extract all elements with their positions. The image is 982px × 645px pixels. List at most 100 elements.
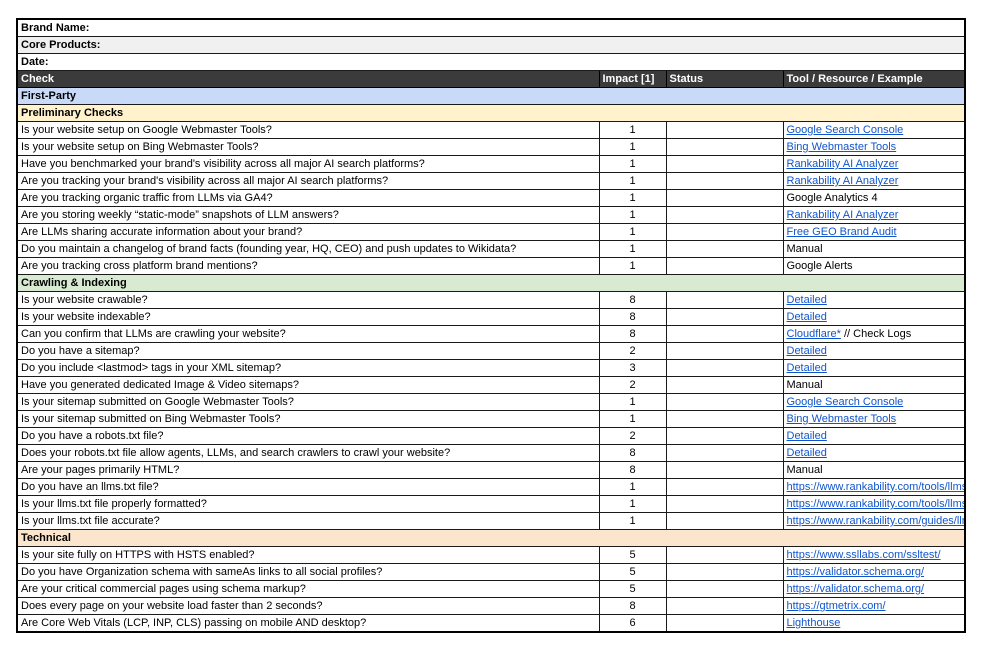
section-row-technical: Technical (16, 529, 966, 547)
check-question-cell: Can you confirm that LLMs are crawling y… (16, 325, 600, 343)
check-question-cell: Are Core Web Vitals (LCP, INP, CLS) pass… (16, 614, 600, 633)
status-cell (665, 393, 784, 411)
check-question-cell: Are your pages primarily HTML? (16, 461, 600, 479)
tool-cell: Detailed (782, 308, 966, 326)
status-cell (665, 121, 784, 139)
status-cell (665, 461, 784, 479)
check-row: Is your website setup on Bing Webmaster … (16, 138, 966, 156)
status-cell (665, 427, 784, 445)
check-question-cell: Is your sitemap submitted on Bing Webmas… (16, 410, 600, 428)
tool-link[interactable]: Detailed (786, 345, 827, 357)
tool-cell: Rankability AI Analyzer (782, 172, 966, 190)
check-question-cell: Is your sitemap submitted on Google Webm… (16, 393, 600, 411)
check-row: Can you confirm that LLMs are crawling y… (16, 325, 966, 343)
check-question-cell: Is your site fully on HTTPS with HSTS en… (16, 546, 600, 564)
tool-cell: https://gtmetrix.com/ (782, 597, 966, 615)
tool-cell: Google Analytics 4 (782, 189, 966, 207)
impact-value-cell: 1 (598, 257, 667, 275)
tool-link[interactable]: https://validator.schema.org/ (786, 566, 925, 578)
check-row: Are your critical commercial pages using… (16, 580, 966, 598)
tool-cell: Lighthouse (782, 614, 966, 633)
status-cell (665, 206, 784, 224)
check-row: Is your sitemap submitted on Google Webm… (16, 393, 966, 411)
impact-value-cell: 1 (598, 138, 667, 156)
check-row: Do you maintain a changelog of brand fac… (16, 240, 966, 258)
spreadsheet-page: Brand Name: Core Products: Date: Check Impac… (16, 18, 967, 633)
info-label-core-products: Core Products: (16, 36, 966, 54)
tool-link[interactable]: https://gtmetrix.com/ (786, 600, 886, 612)
tool-link[interactable]: Detailed (786, 362, 827, 374)
impact-value-cell: 3 (598, 359, 667, 377)
tool-cell: Rankability AI Analyzer (782, 155, 966, 173)
status-cell (665, 308, 784, 326)
tool-link[interactable]: Lighthouse (786, 617, 841, 629)
tool-cell: Rankability AI Analyzer (782, 206, 966, 224)
tool-link[interactable]: Rankability AI Analyzer (786, 158, 899, 170)
section-title-first-party: First-Party (16, 87, 966, 105)
check-row: Do you have an llms.txt file? 1 https://ww… (16, 478, 966, 496)
status-cell (665, 597, 784, 615)
tool-text: Manual (786, 243, 823, 255)
impact-value-cell: 1 (598, 393, 667, 411)
tool-text: Manual (786, 379, 823, 391)
check-question-cell: Do you have Organization schema with sam… (16, 563, 600, 581)
column-header-tool: Tool / Resource / Example (782, 70, 966, 88)
check-row: Are you tracking cross platform brand me… (16, 257, 966, 275)
tool-link[interactable]: Detailed (786, 294, 827, 306)
tool-link[interactable]: https://validator.schema.org/ (786, 583, 925, 595)
tool-cell: https://validator.schema.org/ (782, 563, 966, 581)
status-cell (665, 189, 784, 207)
tool-link[interactable]: https://www.rankability.com/tools/llms-g… (786, 481, 966, 493)
tool-link[interactable]: Bing Webmaster Tools (786, 413, 897, 425)
impact-value-cell: 8 (598, 597, 667, 615)
impact-value-cell: 8 (598, 461, 667, 479)
check-row: Are you tracking your brand's visibility… (16, 172, 966, 190)
tool-link[interactable]: Google Search Console (786, 396, 904, 408)
check-row: Does your robots.txt file allow agents, … (16, 444, 966, 462)
tool-cell: Cloudflare* // Check Logs (782, 325, 966, 343)
tool-link[interactable]: Free GEO Brand Audit (786, 226, 897, 238)
tool-cell: Google Alerts (782, 257, 966, 275)
check-question-cell: Are you storing weekly “static-mode” sna… (16, 206, 600, 224)
tool-cell: Manual (782, 461, 966, 479)
tool-link[interactable]: Cloudflare* (786, 328, 841, 340)
tool-link[interactable]: Detailed (786, 430, 827, 442)
tool-link[interactable]: Detailed (786, 311, 827, 323)
impact-value-cell: 2 (598, 342, 667, 360)
tool-link[interactable]: https://www.rankability.com/tools/llms-t… (786, 498, 966, 510)
check-row: Is your llms.txt file properly formatted… (16, 495, 966, 513)
impact-value-cell: 8 (598, 444, 667, 462)
check-row: Have you benchmarked your brand's visibi… (16, 155, 966, 173)
check-question-cell: Does your robots.txt file allow agents, … (16, 444, 600, 462)
status-cell (665, 546, 784, 564)
tool-cell: Detailed (782, 359, 966, 377)
status-cell (665, 325, 784, 343)
status-cell (665, 376, 784, 394)
check-row: Is your website crawable? 8 Detailed (16, 291, 966, 309)
check-row: Does every page on your website load fas… (16, 597, 966, 615)
tool-link[interactable]: Google Search Console (786, 124, 904, 136)
status-cell (665, 478, 784, 496)
status-cell (665, 512, 784, 530)
section-title-crawling-and-indexing: Crawling & Indexing (16, 274, 966, 292)
status-cell (665, 495, 784, 513)
impact-value-cell: 6 (598, 614, 667, 633)
tool-link[interactable]: Rankability AI Analyzer (786, 175, 899, 187)
impact-value-cell: 1 (598, 495, 667, 513)
impact-value-cell: 8 (598, 308, 667, 326)
status-cell (665, 257, 784, 275)
tool-link[interactable]: Detailed (786, 447, 827, 459)
column-header-check: Check (16, 70, 600, 88)
tool-note-text: // Check Logs (840, 328, 912, 340)
tool-cell: Bing Webmaster Tools (782, 410, 966, 428)
status-cell (665, 223, 784, 241)
impact-value-cell: 1 (598, 410, 667, 428)
check-question-cell: Are LLMs sharing accurate information ab… (16, 223, 600, 241)
tool-link[interactable]: Bing Webmaster Tools (786, 141, 897, 153)
check-question-cell: Is your website setup on Bing Webmaster … (16, 138, 600, 156)
tool-link[interactable]: Rankability AI Analyzer (786, 209, 899, 221)
tool-link[interactable]: https://www.ssllabs.com/ssltest/ (786, 549, 941, 561)
tool-cell: Detailed (782, 444, 966, 462)
tool-link[interactable]: https://www.rankability.com/guides/llms (786, 515, 966, 527)
check-question-cell: Do you have an llms.txt file? (16, 478, 600, 496)
